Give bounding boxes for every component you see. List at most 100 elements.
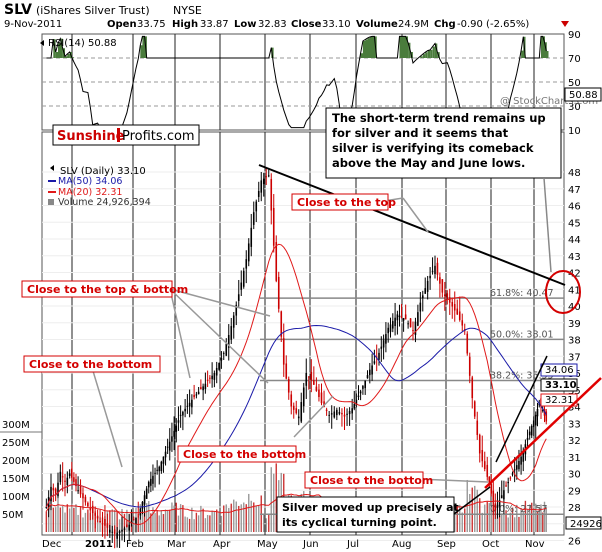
- price-panel: 61.8%: 40.47 50.0%: 38.01 38.2%: 35.55 0.0%…: [2, 131, 602, 550]
- candle-body: [141, 501, 144, 509]
- candle-body: [68, 473, 71, 476]
- date-tick-label: Oct: [482, 539, 499, 550]
- candle-body: [82, 493, 84, 499]
- candle-body: [106, 523, 109, 528]
- volume-bar: [486, 501, 488, 532]
- volume-label: Volume: [356, 19, 398, 30]
- volume-bar: [59, 507, 62, 532]
- candle-body: [245, 259, 248, 269]
- date-tick-label: Sep: [437, 539, 456, 550]
- candle-body: [369, 369, 371, 376]
- candle-body: [545, 411, 548, 422]
- pointer-tb-1: [169, 288, 191, 379]
- candle-body: [45, 507, 48, 508]
- candle-body: [500, 495, 503, 499]
- candle-body: [75, 479, 77, 487]
- close-label: Close: [291, 19, 322, 30]
- volume-bar: [47, 504, 50, 532]
- volume-bar: [111, 509, 113, 532]
- candle-body: [336, 409, 338, 416]
- date-tick-label: Mar: [167, 539, 187, 550]
- candle-body: [204, 383, 207, 390]
- candle-body: [476, 420, 479, 435]
- candle-body: [101, 523, 104, 525]
- volume-bar: [225, 504, 227, 532]
- date-tick-label: May: [257, 539, 278, 550]
- volume-bar: [469, 493, 471, 532]
- volume-axis: 300M 250M 200M 150M 100M 50M: [2, 420, 30, 521]
- high-value: 33.87: [200, 19, 229, 30]
- volume-bar: [182, 505, 184, 532]
- candle-body: [392, 321, 394, 329]
- candle-body: [323, 401, 325, 408]
- candle-body: [513, 469, 516, 471]
- volume-bar: [45, 511, 48, 532]
- volume-bar: [509, 512, 512, 532]
- candle-body: [532, 420, 535, 428]
- price-tick-label: 29: [568, 486, 581, 497]
- candle-body: [318, 389, 320, 398]
- candle-body: [285, 363, 288, 379]
- candle-body: [152, 475, 154, 484]
- candle-body: [419, 302, 422, 312]
- candle-body: [209, 377, 211, 379]
- candle-body: [280, 311, 283, 337]
- candle-body: [154, 472, 156, 474]
- candle-body: [511, 473, 514, 475]
- rsi-last-value: 50.88: [569, 90, 598, 101]
- date-tick-label: Apr: [213, 539, 231, 550]
- candle-body: [490, 483, 493, 494]
- candle-body: [341, 412, 343, 415]
- volume-bar: [137, 515, 139, 532]
- candle-body: [436, 262, 439, 275]
- uptrend-line: [484, 377, 602, 489]
- candle-body: [104, 519, 106, 526]
- fib-label: 38.2%: 35.55: [490, 371, 554, 382]
- candle-body: [364, 380, 366, 389]
- price-tick-label: 28: [568, 503, 581, 514]
- candle-body: [186, 405, 189, 407]
- volume-bar: [200, 505, 202, 532]
- candle-body: [468, 356, 471, 376]
- rsi-tick-label: 50: [568, 78, 581, 89]
- candle-body: [252, 212, 255, 225]
- candle-body: [255, 201, 258, 212]
- candle-body: [66, 477, 69, 485]
- volume-bar: [494, 508, 496, 532]
- candle-body: [275, 242, 278, 281]
- candle-body: [220, 357, 223, 361]
- pointer-b3: [417, 478, 489, 483]
- candle-body: [139, 508, 142, 516]
- volume-tick-label: 50M: [2, 510, 23, 521]
- candle-body: [222, 352, 225, 354]
- volume-bar: [536, 511, 539, 532]
- volume-bar: [511, 507, 514, 532]
- volume-bar: [263, 514, 265, 532]
- volume-bar: [474, 485, 476, 532]
- candle-body: [351, 408, 353, 414]
- candle-body: [118, 531, 121, 534]
- rsi-legend: RSI(14) 50.88: [48, 38, 117, 49]
- turning-point-line2: its cyclical turning point.: [282, 516, 437, 529]
- candle-body: [382, 340, 385, 348]
- volume-bar: [77, 514, 79, 532]
- rsi-tick-label: 30: [568, 102, 581, 113]
- volume-tick-label: 300M: [2, 420, 30, 431]
- candle-body: [218, 362, 220, 370]
- volume-bar: [490, 509, 492, 532]
- volume-bar: [211, 510, 213, 532]
- candle-body: [471, 377, 474, 399]
- candle-body: [458, 311, 461, 320]
- date-axis: Dec 2011 Feb Mar Apr May Jun Jul Aug Sep Oct Nov: [42, 539, 545, 550]
- candle-body: [128, 524, 130, 531]
- candle-body: [473, 401, 476, 417]
- volume-bar: [152, 507, 154, 532]
- low-label: Low: [234, 19, 256, 30]
- volume-bar: [238, 505, 240, 532]
- candle-body: [509, 477, 512, 479]
- volume-bar: [177, 515, 180, 532]
- volume-bar: [216, 509, 218, 532]
- comment-line: for silver and it seems that: [332, 126, 509, 140]
- annotation-labels: Close to the top Close to the top & bott…: [21, 193, 491, 533]
- comment-line: The short-term trend remains up: [332, 111, 546, 125]
